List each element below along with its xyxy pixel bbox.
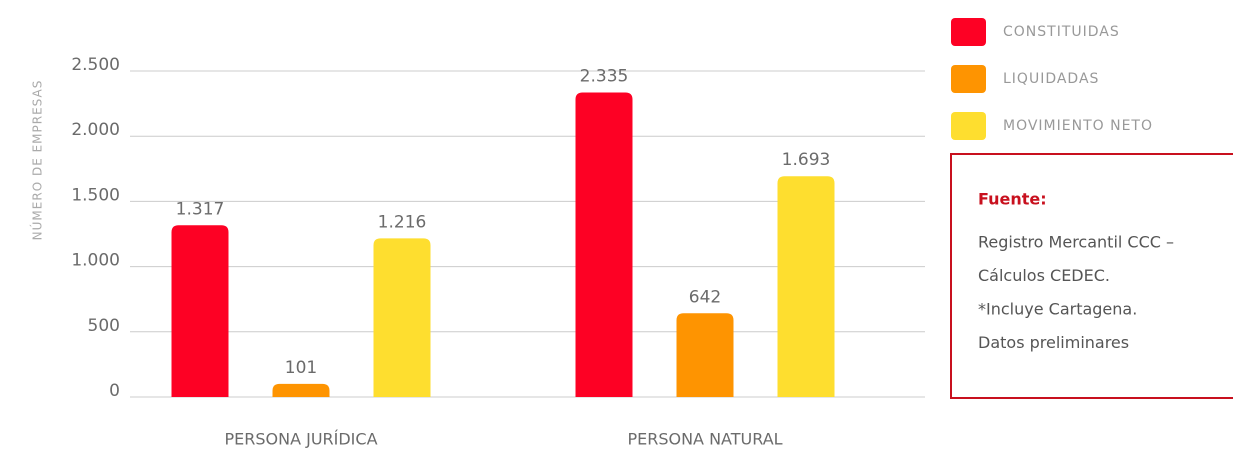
bar [676,313,734,397]
legend-swatch [951,18,986,46]
y-axis-label: NÚMERO DE EMPRESAS [30,80,45,241]
source-title: Fuente: [978,190,1047,209]
bar [171,225,229,397]
source-line: Datos preliminares [978,333,1129,352]
y-tick-label: 1.000 [71,251,120,271]
data-label: 1.317 [176,199,225,219]
legend-swatch [951,65,986,93]
legend-label: CONSTITUIDAS [1003,24,1120,40]
data-label: 2.335 [580,67,629,87]
y-tick-label: 0 [109,381,120,401]
x-tick-label: PERSONA JURÍDICA [224,430,377,449]
source-line: Cálculos CEDEC. [978,266,1110,285]
bar [575,92,633,398]
data-label: 101 [285,358,317,378]
x-tick-label: PERSONA NATURAL [627,430,782,449]
bar [272,383,330,397]
source-box [950,153,1233,399]
y-tick-label: 2.500 [71,55,120,75]
y-tick-label: 2.000 [71,120,120,140]
source-line: *Incluye Cartagena. [978,300,1137,319]
data-label: 642 [689,287,721,307]
data-label: 1.693 [782,150,831,170]
y-tick-label: 1.500 [71,185,120,205]
y-tick-label: 500 [88,316,120,336]
bar [373,238,431,397]
bar [777,176,835,397]
source-line: Registro Mercantil CCC – [978,233,1174,252]
legend-swatch [951,112,986,140]
legend-label: LIQUIDADAS [1003,71,1099,87]
data-label: 1.216 [378,212,427,232]
legend-label: MOVIMIENTO NETO [1003,118,1153,134]
